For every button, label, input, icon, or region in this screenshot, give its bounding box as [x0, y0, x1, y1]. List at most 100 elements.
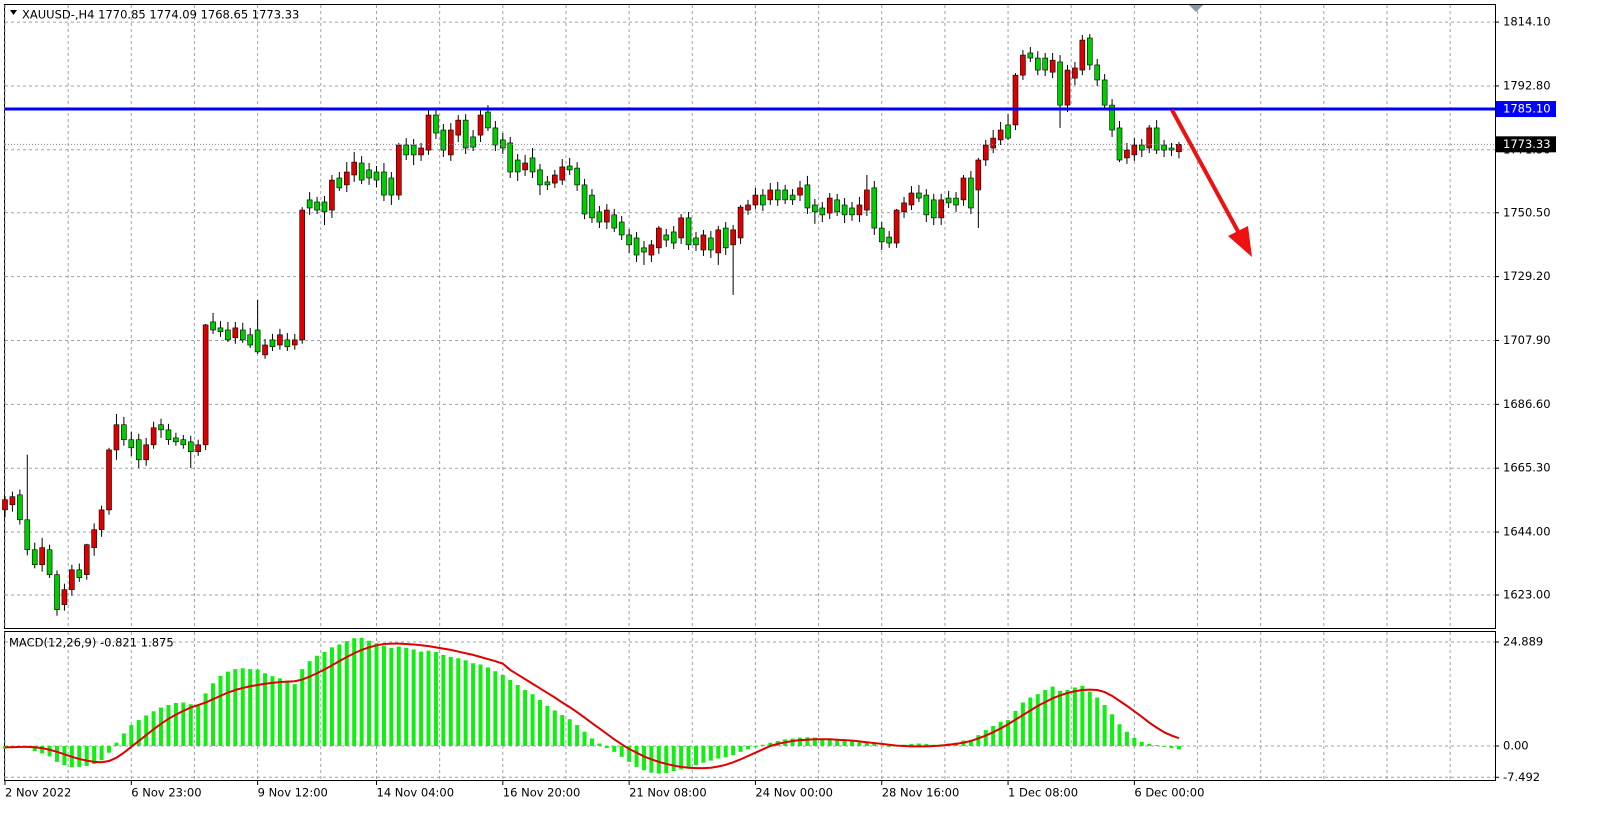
histogram-bar [233, 669, 238, 746]
candle-body [1072, 67, 1078, 79]
candle-body [782, 189, 788, 201]
candle-body [98, 509, 105, 530]
candle-body [544, 181, 551, 186]
histogram-bar [1043, 689, 1048, 746]
candle-body [158, 424, 164, 431]
candle-body [1153, 127, 1160, 151]
y-tick-label: 1750.50 [1503, 205, 1551, 219]
histogram-bar [924, 743, 929, 746]
candle-body [752, 194, 759, 206]
candle-body [180, 439, 187, 446]
histogram-bar [292, 684, 297, 746]
x-tick-label: 16 Nov 20:00 [503, 786, 581, 800]
candle-body [574, 167, 580, 186]
histogram-bar [1147, 743, 1152, 746]
candle-body [150, 427, 157, 446]
macd-title: MACD(12,26,9) -0.821 1.875 [9, 636, 174, 650]
histogram-bar [181, 702, 186, 746]
candle-body [507, 142, 514, 173]
candle-body [611, 214, 618, 229]
candle-body [343, 171, 350, 186]
candle-body [351, 161, 358, 176]
histogram-bar [671, 745, 676, 772]
histogram-bar [790, 738, 795, 746]
histogram-bar [1065, 689, 1070, 746]
candle-body [187, 441, 194, 453]
histogram-bar [240, 668, 245, 746]
histogram-bar [508, 679, 513, 746]
candle-body [708, 237, 714, 251]
histogram-bar [263, 673, 268, 746]
histogram-bar [850, 741, 855, 746]
histogram-bar [842, 740, 847, 746]
candle-body [1124, 149, 1130, 159]
histogram-bar [40, 745, 45, 754]
candle-body [1064, 69, 1071, 106]
candle-body [737, 206, 744, 239]
candle-body [968, 177, 974, 209]
histogram-bar [612, 745, 617, 752]
y-tick-label: 1792.80 [1503, 78, 1551, 92]
histogram-bar [1139, 741, 1144, 746]
histogram-bar [1110, 714, 1115, 746]
histogram-bar [976, 735, 981, 746]
candle-body [1138, 144, 1145, 151]
histogram-bar [701, 745, 706, 763]
histogram-bar [500, 674, 505, 746]
candle-body [685, 217, 692, 246]
candle-body [804, 184, 811, 209]
histogram-bar [285, 680, 290, 746]
histogram-bar [441, 654, 446, 746]
candle-body [470, 136, 476, 148]
x-tick-label: 21 Nov 08:00 [629, 786, 707, 800]
candle-body [31, 549, 38, 566]
histogram-bar [1169, 745, 1174, 749]
histogram-bar [32, 745, 37, 752]
candle-body [291, 339, 298, 346]
histogram-bar [344, 641, 349, 746]
candle-body [760, 194, 766, 206]
y-tick-label: 0.00 [1503, 738, 1529, 752]
histogram-bar [218, 675, 223, 746]
candle-body [1094, 64, 1101, 81]
histogram-bar [359, 637, 364, 746]
histogram-bar [1102, 705, 1107, 746]
candle-body [403, 144, 410, 156]
candle-body [262, 344, 268, 356]
candle-body [1176, 144, 1182, 153]
histogram-bar [545, 705, 550, 746]
histogram-bar [991, 725, 996, 746]
histogram-bar [589, 738, 594, 746]
candle-body [841, 204, 848, 216]
candle-body [381, 171, 387, 196]
candle-body [485, 111, 491, 129]
histogram-bar [270, 676, 275, 746]
candle-body [366, 169, 372, 179]
candle-body [997, 129, 1004, 141]
histogram-bar [1072, 687, 1077, 746]
candle-body [618, 221, 625, 236]
candle-body [938, 199, 944, 219]
candle-body [537, 169, 543, 186]
candle-body [462, 119, 469, 149]
histogram-bar [835, 739, 840, 746]
histogram-bar [485, 667, 490, 746]
candle-body [395, 144, 402, 196]
candle-body [901, 202, 907, 213]
y-tick-label: 1814.10 [1503, 15, 1551, 29]
candle-body [1042, 57, 1048, 71]
candle-body [500, 139, 506, 149]
candle-body [410, 144, 417, 156]
histogram-bar [426, 650, 431, 746]
histogram-bar [1050, 686, 1055, 746]
histogram-bar [404, 647, 409, 746]
histogram-bar [768, 742, 773, 746]
histogram-bar [857, 742, 862, 746]
histogram-bar [1035, 694, 1040, 746]
candle-body [722, 227, 729, 249]
candle-body [908, 192, 915, 206]
arrow-head [1228, 226, 1252, 257]
candle-body [1034, 57, 1041, 71]
